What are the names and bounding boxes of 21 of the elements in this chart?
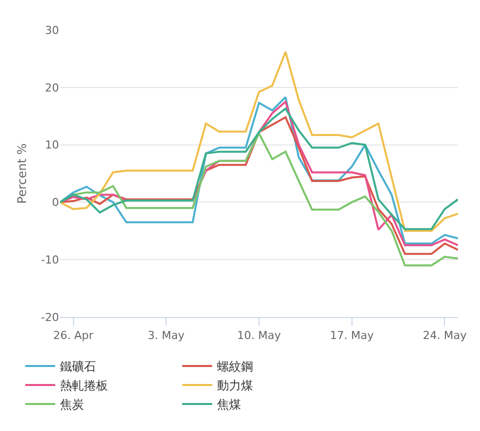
line-series	[60, 50, 458, 232]
line-series	[60, 108, 458, 230]
x-tick-label: 26. Apr	[53, 329, 94, 342]
y-tick-label: 0	[52, 196, 59, 210]
legend-label: 焦煤	[217, 398, 242, 412]
x-tick-label: 24. May	[422, 329, 468, 342]
legend-label: 熱軋捲板	[60, 378, 108, 393]
y-tick-label: 30	[45, 24, 59, 37]
legend-label: 焦炭	[60, 398, 84, 412]
y-tick-label: -20	[41, 310, 59, 324]
legend-label: 動力煤	[217, 378, 254, 393]
y-tick-label: 10	[45, 138, 59, 152]
legend-label: 螺紋鋼	[217, 360, 254, 374]
line-series	[60, 116, 458, 255]
x-tick-label: 3. May	[148, 329, 185, 342]
x-tick-label: 17. May	[330, 329, 374, 342]
y-axis-title: Percent %	[15, 143, 29, 204]
legend-label: 鐵礦石	[60, 360, 96, 374]
y-tick-label: 20	[45, 81, 59, 94]
y-tick-label: -10	[41, 253, 59, 266]
x-tick-label: 10. May	[237, 329, 282, 342]
